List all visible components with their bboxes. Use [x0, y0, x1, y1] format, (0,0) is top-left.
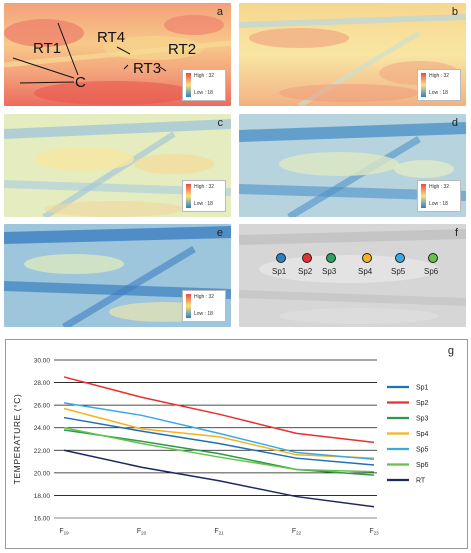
- sample-point-sp5: [395, 253, 405, 263]
- y-tick-label: 26.00: [34, 403, 51, 410]
- thermal-map-b: b High : 32 Low : 18: [239, 3, 466, 106]
- legend-low: Low : 18: [194, 90, 213, 96]
- sample-point-sp2: [302, 253, 312, 263]
- sample-point-label: Sp2: [298, 267, 313, 276]
- color-scale-bar: [421, 73, 426, 97]
- x-tick-label: F22: [292, 528, 302, 536]
- legend-low: Low : 18: [194, 311, 213, 317]
- panel-label-b: b: [451, 6, 458, 18]
- legend-label-sp6: Sp6: [416, 462, 429, 469]
- thermal-map-a: a RT1 RT4 RT3 RT2 C High : 32 Low : 18: [4, 3, 231, 106]
- color-scale-bar: [421, 184, 426, 208]
- legend-low: Low : 18: [194, 201, 213, 207]
- y-tick-label: 22.00: [34, 448, 51, 455]
- annotation-c: C: [75, 74, 86, 91]
- color-legend-b: High : 32 Low : 18: [417, 69, 461, 101]
- y-tick-label: 28.00: [34, 380, 51, 387]
- legend-high: High : 32: [194, 73, 215, 79]
- annotation-rt1: RT1: [33, 40, 62, 57]
- thermal-map-d: d High : 32 Low : 18: [239, 114, 466, 217]
- color-legend-d: High : 32 Low : 18: [417, 180, 461, 212]
- sample-point-label: Sp6: [424, 267, 439, 276]
- panel-label-c: c: [217, 117, 224, 129]
- legend-label-sp3: Sp3: [416, 416, 429, 423]
- y-axis-label: TEMPERATURE (°C): [12, 394, 22, 485]
- thermal-map-a-image: [4, 3, 231, 106]
- sample-point-label: Sp3: [322, 267, 337, 276]
- series-line-sp4: [63, 407, 375, 459]
- thermal-map-c: c High : 32 Low : 18: [4, 114, 231, 217]
- x-tick-label: F20: [137, 528, 147, 536]
- annotation-rt3: RT3: [133, 60, 162, 77]
- legend-label-rt: RT: [416, 478, 426, 485]
- legend-label-sp4: Sp4: [416, 431, 429, 438]
- grayscale-map-f: f Sp1 Sp2 Sp3 Sp4 Sp5 Sp6: [239, 224, 466, 327]
- sample-point-sp1: [276, 253, 286, 263]
- series-line-sp5: [63, 402, 375, 461]
- thermal-map-e: e High : 32 Low : 18: [4, 224, 231, 327]
- series-line-sp2: [63, 376, 375, 444]
- color-legend-a: High : 32 Low : 18: [182, 69, 226, 101]
- sample-point-sp4: [362, 253, 372, 263]
- y-tick-label: 20.00: [34, 470, 51, 477]
- chart-svg: g 16.00 18.00 20.00 22.00 24.00 26.00 28.00 30.0…: [12, 345, 454, 536]
- series-line-sp1: [63, 416, 375, 466]
- legend-high: High : 32: [194, 294, 215, 300]
- legend-label-sp2: Sp2: [416, 400, 429, 407]
- sample-point-sp3: [326, 253, 336, 263]
- x-tick-label: F19: [59, 528, 69, 536]
- sample-point-label: Sp4: [358, 267, 373, 276]
- legend-low: Low : 18: [429, 201, 448, 207]
- series-line-rt: [63, 449, 375, 508]
- annotation-rt4: RT4: [97, 29, 126, 46]
- legend-high: High : 32: [429, 184, 450, 190]
- panel-label-g: g: [448, 345, 454, 357]
- panel-label-f: f: [454, 227, 458, 239]
- y-tick-label: 16.00: [34, 516, 51, 523]
- panel-label-a: a: [216, 6, 223, 18]
- panel-label-d: d: [451, 117, 458, 129]
- y-tick-label: 24.00: [34, 425, 51, 432]
- panel-label-e: e: [216, 227, 223, 239]
- sample-point-sp6: [428, 253, 438, 263]
- color-legend-c: High : 32 Low : 18: [182, 180, 226, 212]
- series-line-sp6: [63, 426, 375, 473]
- color-legend-e: High : 32 Low : 18: [182, 290, 226, 322]
- legend-high: High : 32: [194, 184, 215, 190]
- legend-label-sp5: Sp5: [416, 447, 429, 454]
- legend-high: High : 32: [429, 73, 450, 79]
- y-tick-label: 30.00: [34, 358, 51, 365]
- x-tick-label: F21: [214, 528, 224, 536]
- sample-point-label: Sp1: [272, 267, 287, 276]
- grayscale-map-f-image: [239, 224, 466, 327]
- sample-point-label: Sp5: [391, 267, 406, 276]
- color-scale-bar: [186, 184, 191, 208]
- color-scale-bar: [186, 73, 191, 97]
- annotation-rt2: RT2: [168, 41, 197, 58]
- legend-low: Low : 18: [429, 90, 448, 96]
- x-tick-label: F23: [369, 528, 379, 536]
- temperature-line-chart: g 16.00 18.00 20.00 22.00 24.00 26.00 28.00 30.0…: [5, 339, 468, 549]
- color-scale-bar: [186, 294, 191, 318]
- legend-label-sp1: Sp1: [416, 385, 429, 392]
- y-tick-label: 18.00: [34, 493, 51, 500]
- annotation-lines: [12, 22, 167, 84]
